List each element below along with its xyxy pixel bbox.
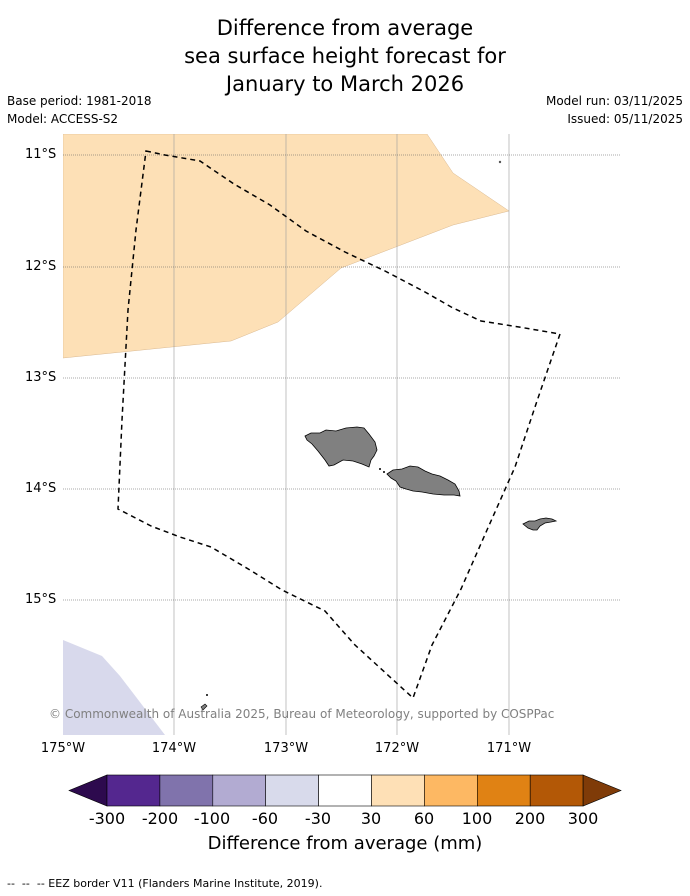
cb-tick-9: 200 (514, 809, 546, 828)
cb-tick-1: -300 (88, 809, 126, 828)
colorbar-swatch-7 (424, 774, 478, 807)
lon-label-174w: 174°W (151, 741, 197, 756)
cb-tick-8: 100 (461, 809, 493, 828)
colorbar-swatch-2 (159, 774, 214, 807)
colorbar-swatch-1 (106, 774, 161, 807)
chart-title: Difference from average sea surface heig… (0, 14, 690, 98)
cb-tick-4: -60 (251, 809, 279, 828)
colorbar-swatch-9 (529, 774, 584, 807)
meta-right: Model run: 03/11/2025 Issued: 05/11/2025 (546, 93, 683, 129)
cb-tick-3: -100 (193, 809, 231, 828)
upolu-island (386, 465, 461, 497)
small-island-1 (379, 468, 381, 470)
lat-label-12s: 12°S (25, 259, 57, 274)
model-run: Model run: 03/11/2025 (545, 94, 683, 108)
lon-label-175w: 175°W (40, 741, 86, 756)
copyright-notice: © Commonwealth of Australia 2025, Bureau… (49, 707, 555, 721)
small-island-4 (200, 703, 208, 711)
cb-tick-5: -30 (304, 809, 332, 828)
lat-label-11s: 11°S (25, 147, 57, 162)
cb-tick-7: 60 (413, 809, 435, 828)
title-line-1: Difference from average (216, 16, 474, 40)
colorbar-swatch-8 (476, 774, 531, 807)
base-period: Base period: 1981-2018 (7, 94, 152, 108)
negative-anomaly-region (63, 640, 165, 735)
model-name: Model: ACCESS-S2 (7, 112, 119, 126)
colorbar-swatch-5 (318, 774, 372, 807)
lat-gridlines (63, 154, 620, 601)
colorbar-swatch-3 (212, 774, 267, 807)
colorbar-label: Difference from average (mm) (207, 833, 483, 854)
colorbar-swatch-6 (371, 774, 425, 807)
lon-label-171w: 171°W (486, 741, 532, 756)
eez-legend-line: -- -- (7, 877, 37, 890)
issued-date: Issued: 05/11/2025 (567, 112, 683, 126)
title-line-3: January to March 2026 (225, 72, 465, 96)
cb-tick-10: 300 (567, 809, 599, 828)
small-island-3 (498, 160, 502, 164)
cb-tick-2: -200 (141, 809, 179, 828)
colorbar-extend-low (68, 774, 108, 807)
lat-label-15s: 15°S (25, 592, 57, 607)
small-island-2 (383, 471, 385, 473)
lat-label-13s: 13°S (25, 370, 57, 385)
lat-label-14s: 14°S (25, 481, 57, 496)
tutuila-island (522, 517, 558, 531)
colorbar-swatch-4 (265, 774, 319, 807)
lon-label-173w: 173°W (263, 741, 309, 756)
title-line-2: sea surface height forecast for (184, 44, 506, 68)
cb-tick-6: 30 (360, 809, 382, 828)
lon-label-172w: 172°W (374, 741, 420, 756)
gridlines (173, 134, 510, 735)
colorbar-swatches (68, 774, 622, 807)
colorbar-extend-high (582, 774, 622, 807)
savaii-island (304, 426, 378, 468)
eez-legend: -- -- -- EEZ border V11 (Flanders Marine… (7, 877, 322, 890)
meta-left: Base period: 1981-2018 Model: ACCESS-S2 (7, 93, 152, 129)
eez-border (117, 150, 561, 700)
eez-legend-text: -- EEZ border V11 (Flanders Marine Insti… (36, 877, 323, 890)
small-island-5 (206, 694, 208, 696)
